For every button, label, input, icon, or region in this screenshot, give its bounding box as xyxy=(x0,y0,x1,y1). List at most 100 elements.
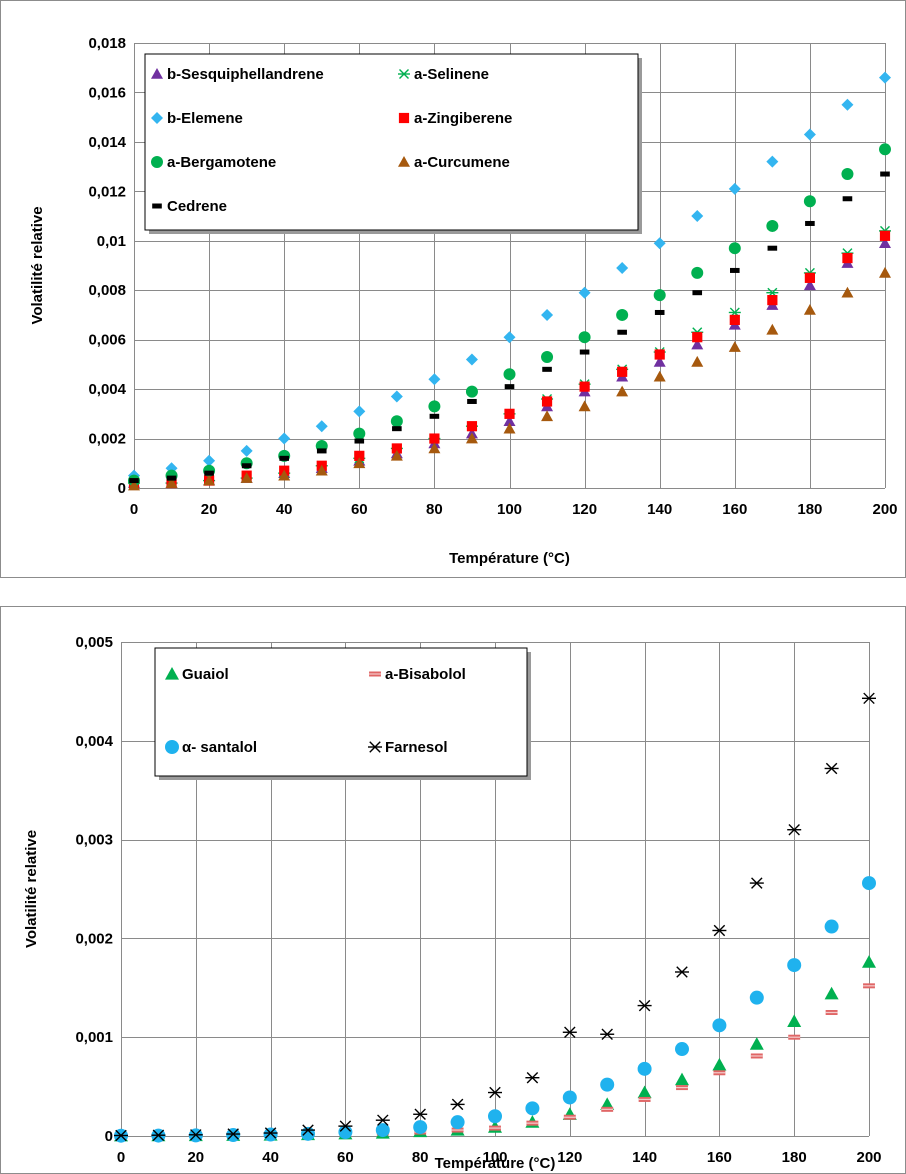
y-tick-label: 0,018 xyxy=(88,35,126,52)
data-point-a-curcumene xyxy=(541,410,554,422)
data-point-a-zingiberene xyxy=(391,443,402,454)
legend-label-a-zingiberene: a-Zingiberene xyxy=(414,110,512,127)
data-point-santalol xyxy=(824,919,839,934)
data-point-cedrene xyxy=(392,426,402,432)
legend-marker-a-selinene xyxy=(398,69,410,79)
legend-label-b-elemene: b-Elemene xyxy=(167,110,243,127)
data-point-b-elemene xyxy=(465,353,478,366)
data-point-guaiol xyxy=(749,1037,764,1050)
x-tick-label: 200 xyxy=(872,501,897,518)
legend-label-a-curcumene: a-Curcumene xyxy=(414,154,510,171)
data-point-a-bisabolol xyxy=(526,1120,539,1126)
x-tick-label: 20 xyxy=(187,1149,204,1166)
legend-marker-farnesol xyxy=(368,741,382,753)
data-point-a-curcumene xyxy=(353,457,366,469)
data-point-santalol xyxy=(413,1120,428,1135)
data-point-farnesol xyxy=(600,1028,615,1040)
data-point-a-bisabolol xyxy=(638,1096,651,1102)
data-point-cedrene xyxy=(842,196,853,202)
y-tick-label: 0,005 xyxy=(75,634,113,651)
data-point-a-curcumene xyxy=(728,341,741,352)
data-point-santalol xyxy=(787,958,802,973)
data-point-cedrene xyxy=(354,438,365,444)
data-point-b-elemene xyxy=(879,71,891,84)
data-point-a-bergamotene xyxy=(541,350,554,363)
data-point-cedrene xyxy=(241,463,252,469)
data-point-b-elemene xyxy=(390,390,403,403)
data-point-guaiol xyxy=(675,1072,689,1086)
data-point-farnesol xyxy=(675,966,689,978)
y-tick-label: 0,004 xyxy=(88,381,126,398)
data-point-cedrene xyxy=(129,478,139,484)
x-tick-label: 60 xyxy=(337,1149,354,1166)
y-tick-label: 0,004 xyxy=(75,733,113,750)
data-point-a-curcumene xyxy=(165,477,178,488)
data-point-farnesol xyxy=(301,1124,315,1136)
data-point-b-elemene xyxy=(841,98,854,111)
data-point-a-bergamotene xyxy=(879,143,891,156)
legend-marker-cedrene xyxy=(152,203,162,209)
x-axis-title: Température (°C) xyxy=(449,550,570,567)
x-tick-label: 0 xyxy=(130,501,138,518)
legend-marker-a-bergamotene xyxy=(151,156,163,168)
data-point-santalol xyxy=(675,1042,689,1057)
data-point-farnesol xyxy=(787,823,802,836)
data-point-farnesol xyxy=(151,1129,166,1141)
legend-label-farnesol: Farnesol xyxy=(385,739,448,756)
data-point-farnesol xyxy=(562,1026,577,1039)
data-point-cedrene xyxy=(730,267,740,273)
data-point-b-sesquiphellandrene xyxy=(653,355,666,367)
chart-2-svg: 0 20 40 60 80 100 120 140 160 180 200 0 0,001 0,002 0,… xyxy=(0,606,906,1174)
data-point-a-zingiberene xyxy=(617,366,628,377)
legend-marker-a-zingiberene xyxy=(398,112,410,124)
data-point-a-curcumene xyxy=(691,355,704,367)
data-point-guaiol xyxy=(787,1014,802,1027)
data-point-santalol xyxy=(525,1101,540,1116)
data-point-a-bisabolol xyxy=(825,1010,838,1015)
y-tick-label: 0,002 xyxy=(75,930,113,947)
data-point-a-curcumene xyxy=(315,464,328,476)
data-point-b-elemene xyxy=(578,286,591,299)
data-point-a-bisabolol xyxy=(750,1053,763,1059)
legend-label-cedrene: Cedrene xyxy=(167,198,227,215)
data-point-santalol xyxy=(862,876,876,891)
data-point-a-bergamotene xyxy=(428,400,441,413)
y-tick-label: 0 xyxy=(118,480,126,497)
legend-marker-b-sesquiphellandrene xyxy=(151,68,163,79)
data-point-a-curcumene xyxy=(390,449,403,461)
x-tick-label: 180 xyxy=(797,501,822,518)
x-tick-label: 80 xyxy=(426,501,443,518)
y-tick-label: 0,012 xyxy=(88,183,126,200)
x-tick-label: 200 xyxy=(856,1149,881,1166)
y-tick-label: 0,001 xyxy=(75,1029,113,1046)
legend-marker-b-elemene xyxy=(151,112,163,124)
data-point-santalol xyxy=(488,1109,502,1124)
data-point-b-elemene xyxy=(503,331,516,344)
data-point-a-bergamotene xyxy=(691,266,704,279)
data-point-cedrene xyxy=(692,290,703,296)
data-point-farnesol xyxy=(413,1108,428,1121)
x-tick-label: 0 xyxy=(117,1149,125,1166)
x-tick-label: 140 xyxy=(647,501,672,518)
data-point-cedrene xyxy=(467,398,477,404)
data-point-farnesol xyxy=(637,999,652,1012)
data-point-a-bisabolol xyxy=(676,1085,688,1091)
data-point-b-elemene xyxy=(691,210,704,223)
data-point-guaiol xyxy=(712,1057,727,1071)
y-tick-label: 0,016 xyxy=(88,84,126,101)
data-point-santalol xyxy=(375,1123,390,1138)
data-point-b-elemene xyxy=(203,454,216,467)
legend-label-a-bisabolol: a-Bisabolol xyxy=(385,666,466,683)
data-point-guaiol xyxy=(824,986,839,1000)
data-point-b-elemene xyxy=(653,237,666,250)
data-point-farnesol xyxy=(525,1071,540,1084)
x-axis-title: Température (°C) xyxy=(435,1155,556,1172)
data-point-cedrene xyxy=(204,470,214,476)
data-point-b-elemene xyxy=(541,308,554,321)
data-point-a-bisabolol xyxy=(601,1106,614,1112)
data-point-a-curcumene xyxy=(428,442,441,454)
data-point-farnesol xyxy=(188,1129,203,1141)
data-point-cedrene xyxy=(279,455,289,461)
data-point-a-bergamotene xyxy=(766,219,779,232)
series-a-curcumene xyxy=(128,266,891,491)
